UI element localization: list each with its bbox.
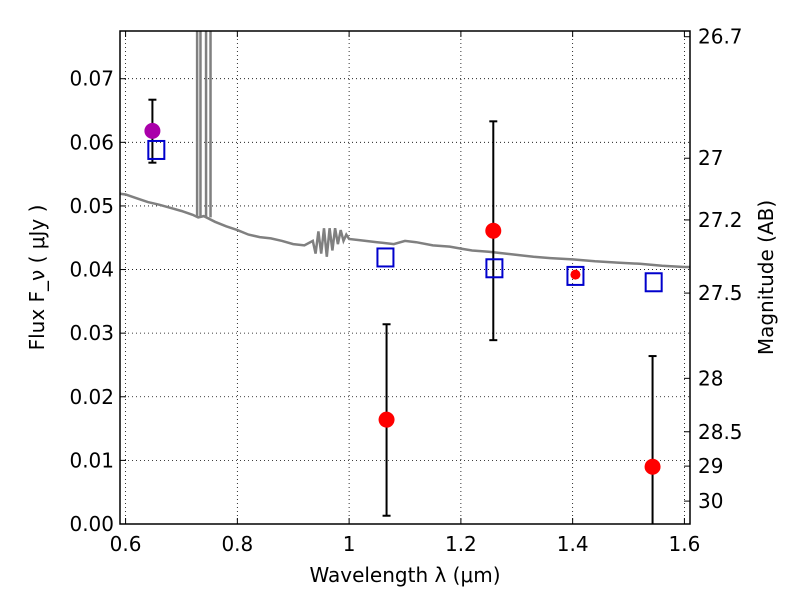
y-tick-label: 0.03 xyxy=(69,321,114,345)
x-tick-label: 1.4 xyxy=(557,532,589,556)
right-tick-label: 28.5 xyxy=(698,420,743,444)
y-tick-label: 0.04 xyxy=(69,258,114,282)
y-tick-label: 0.02 xyxy=(69,385,114,409)
circle-marker xyxy=(570,269,581,280)
y-ticks: 0.00 0.01 0.02 0.03 0.04 0.05 0.06 0.07 xyxy=(69,67,126,536)
right-tick-label: 27.2 xyxy=(698,208,743,232)
data-markers xyxy=(144,122,663,475)
y-tick-label: 0.05 xyxy=(69,194,114,218)
right-axis-label: Magnitude (AB) xyxy=(754,200,778,355)
y-tick-label: 0.00 xyxy=(69,512,114,536)
circle-marker xyxy=(144,122,161,139)
x-tick-label: 1.2 xyxy=(445,532,477,556)
circle-marker xyxy=(378,411,395,428)
x-axis-label: Wavelength λ (μm) xyxy=(309,563,500,587)
right-tick-label: 26.7 xyxy=(698,25,743,49)
y-axis-label: Flux F_ν ( μJy ) xyxy=(25,205,49,351)
right-tick-label: 27.5 xyxy=(698,281,743,305)
model-spectrum xyxy=(119,31,690,269)
y-tick-label: 0.01 xyxy=(69,448,114,472)
y-tick-label: 0.06 xyxy=(69,130,114,154)
square-marker xyxy=(147,139,166,160)
x-tick-label: 0.8 xyxy=(221,532,253,556)
right-ticks: 26.7 27 27.2 27.5 28 28.5 29 30 xyxy=(684,25,743,513)
x-tick-label: 0.6 xyxy=(110,532,142,556)
square-marker xyxy=(485,258,504,279)
square-marker xyxy=(566,265,585,286)
y-tick-label: 0.07 xyxy=(69,67,114,91)
circle-marker xyxy=(644,458,661,475)
square-marker xyxy=(376,247,395,268)
right-tick-label: 30 xyxy=(698,489,723,513)
x-tick-label: 1 xyxy=(343,532,356,556)
right-tick-label: 29 xyxy=(698,454,723,478)
circle-marker xyxy=(485,222,502,239)
right-tick-label: 28 xyxy=(698,366,723,390)
x-tick-label: 1.6 xyxy=(669,532,701,556)
x-ticks: 0.6 0.8 1 1.2 1.4 1.6 xyxy=(110,31,701,556)
right-tick-label: 27 xyxy=(698,146,723,170)
spectrum-line xyxy=(119,192,690,269)
plot-frame xyxy=(119,30,691,525)
square-marker xyxy=(644,272,663,293)
